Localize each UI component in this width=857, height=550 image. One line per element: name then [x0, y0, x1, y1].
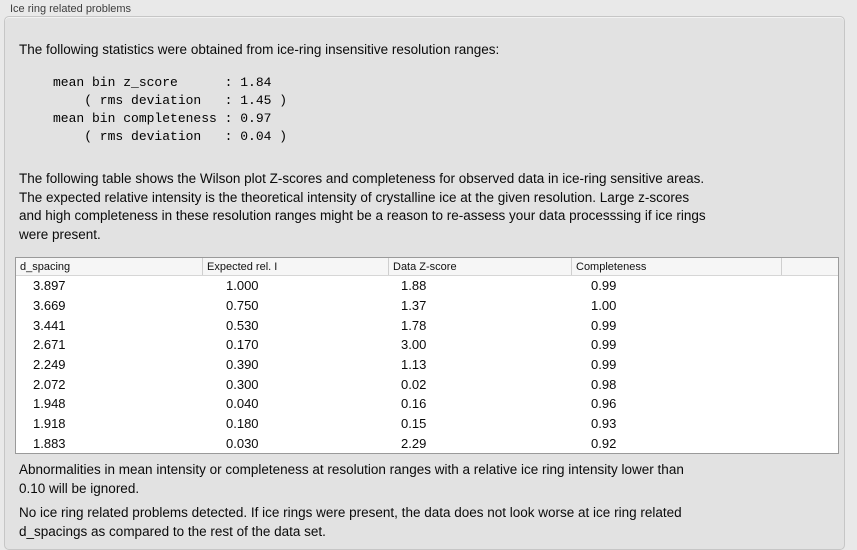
cell-data-z-score: 1.13 [401, 356, 427, 372]
cell-completeness: 0.99 [591, 317, 617, 333]
cell-d-spacing: 2.671 [33, 337, 66, 353]
cell-d-spacing: 2.072 [33, 376, 66, 392]
cell-d-spacing: 1.918 [33, 415, 66, 431]
cell-data-z-score: 0.16 [401, 396, 427, 412]
cell-completeness: 0.92 [591, 435, 617, 451]
table-row[interactable]: 1.918 0.180 0.15 0.93 [16, 413, 838, 434]
cell-completeness: 1.00 [591, 297, 617, 313]
column-header-completeness[interactable]: Completeness [571, 258, 781, 275]
cell-data-z-score: 1.88 [401, 278, 427, 294]
cell-d-spacing: 3.441 [33, 317, 66, 333]
table-row[interactable]: 3.669 0.750 1.37 1.00 [16, 295, 838, 316]
table-row[interactable]: 2.072 0.300 0.02 0.98 [16, 374, 838, 394]
cell-d-spacing: 2.249 [33, 356, 66, 372]
column-header-d-spacing[interactable]: d_spacing [20, 261, 71, 273]
cell-d-spacing: 3.897 [33, 278, 66, 294]
cell-expected-rel-i: 0.300 [226, 376, 259, 392]
cell-expected-rel-i: 0.530 [226, 317, 259, 333]
cell-data-z-score: 1.37 [401, 297, 427, 313]
cell-data-z-score: 2.29 [401, 435, 427, 451]
cell-data-z-score: 0.15 [401, 415, 427, 431]
table-row[interactable]: 2.671 0.170 3.00 0.99 [16, 334, 838, 355]
cell-expected-rel-i: 0.040 [226, 396, 259, 412]
column-header-data-z-score[interactable]: Data Z-score [388, 258, 571, 275]
cell-d-spacing: 1.883 [33, 435, 66, 451]
cell-completeness: 0.96 [591, 396, 617, 412]
table-row[interactable]: 3.441 0.530 1.78 0.99 [16, 315, 838, 335]
intro-paragraph: The following statistics were obtained f… [19, 42, 500, 57]
cell-completeness: 0.99 [591, 356, 617, 372]
conclusion-note: No ice ring related problems detected. I… [19, 505, 682, 539]
table-description: The following table shows the Wilson plo… [19, 171, 706, 242]
table-header-row: d_spacing Expected rel. I Data Z-score C… [16, 258, 838, 276]
column-header-expected-rel-i[interactable]: Expected rel. I [202, 258, 388, 275]
ice-ring-panel: The following statistics were obtained f… [4, 16, 845, 550]
cell-d-spacing: 3.669 [33, 297, 66, 313]
cell-completeness: 0.99 [591, 278, 617, 294]
group-box-label: Ice ring related problems [10, 3, 132, 15]
cell-completeness: 0.98 [591, 376, 617, 392]
cell-expected-rel-i: 1.000 [226, 278, 259, 294]
table-row[interactable]: 1.883 0.030 2.29 0.92 [16, 433, 838, 453]
cell-data-z-score: 3.00 [401, 337, 427, 353]
stats-block: mean bin z_score : 1.84 ( rms deviation … [53, 75, 288, 144]
table-row[interactable]: 2.249 0.390 1.13 0.99 [16, 354, 838, 375]
cell-data-z-score: 1.78 [401, 317, 427, 333]
cell-expected-rel-i: 0.180 [226, 415, 259, 431]
cell-expected-rel-i: 0.030 [226, 435, 259, 451]
cell-d-spacing: 1.948 [33, 396, 66, 412]
cell-data-z-score: 0.02 [401, 376, 427, 392]
cell-expected-rel-i: 0.170 [226, 337, 259, 353]
table-row[interactable]: 3.897 1.000 1.88 0.99 [16, 276, 838, 296]
ice-ring-table: d_spacing Expected rel. I Data Z-score C… [15, 257, 839, 454]
cell-completeness: 0.93 [591, 415, 617, 431]
cell-completeness: 0.99 [591, 337, 617, 353]
table-row[interactable]: 1.948 0.040 0.16 0.96 [16, 393, 838, 414]
ignore-note: Abnormalities in mean intensity or compl… [19, 462, 684, 496]
column-header-empty [781, 258, 838, 275]
cell-expected-rel-i: 0.390 [226, 356, 259, 372]
cell-expected-rel-i: 0.750 [226, 297, 259, 313]
